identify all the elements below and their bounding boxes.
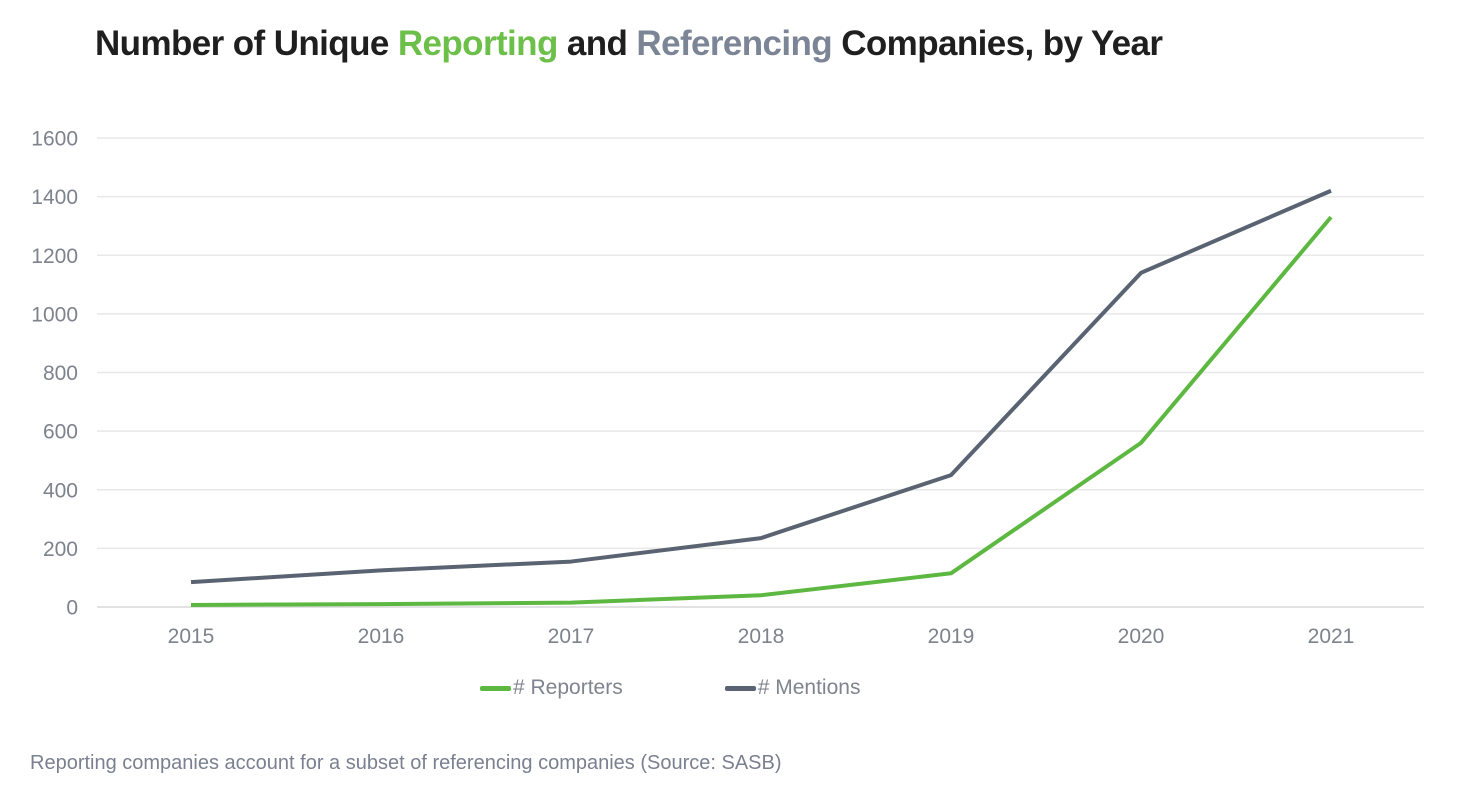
y-tick-label: 1400 xyxy=(31,186,78,209)
legend-item-mentions: # Mentions xyxy=(724,676,861,700)
y-tick-label: 400 xyxy=(43,479,78,502)
title-and: and xyxy=(557,24,637,63)
x-tick-label: 2018 xyxy=(738,625,785,648)
reporters-line-swatch xyxy=(480,685,511,691)
x-tick-label: 2020 xyxy=(1118,625,1165,648)
y-tick-label: 1200 xyxy=(31,245,78,268)
chart-title: Number of Unique Reporting and Referenci… xyxy=(95,24,1163,64)
x-tick-label: 2015 xyxy=(168,625,215,648)
chart-legend: # Reporters # Mentions xyxy=(480,676,860,700)
title-reporting: Reporting xyxy=(397,24,558,63)
mentions-line-swatch xyxy=(724,685,756,691)
y-tick-label: 1600 xyxy=(31,128,78,151)
legend-item-reporters: # Reporters xyxy=(480,676,623,700)
y-tick-label: 800 xyxy=(43,362,78,385)
x-tick-label: 2019 xyxy=(928,625,975,648)
title-suffix: Companies, by Year xyxy=(832,24,1163,63)
y-tick-label: 1000 xyxy=(31,303,78,326)
y-tick-label: 0 xyxy=(66,597,78,620)
x-tick-label: 2016 xyxy=(358,625,405,648)
y-tick-label: 200 xyxy=(43,538,78,561)
series-line-mentions xyxy=(190,188,1332,585)
series-line-reporters xyxy=(190,215,1333,607)
title-referencing: Referencing xyxy=(636,24,833,63)
x-tick-label: 2021 xyxy=(1308,625,1355,648)
y-tick-label: 600 xyxy=(43,421,78,444)
footnote: Reporting companies account for a subset… xyxy=(30,752,782,774)
title-prefix: Number of Unique xyxy=(95,24,398,63)
x-tick-label: 2017 xyxy=(548,625,595,648)
legend-label-reporters: # Reporters xyxy=(513,676,623,699)
legend-label-mentions: # Mentions xyxy=(757,676,861,699)
